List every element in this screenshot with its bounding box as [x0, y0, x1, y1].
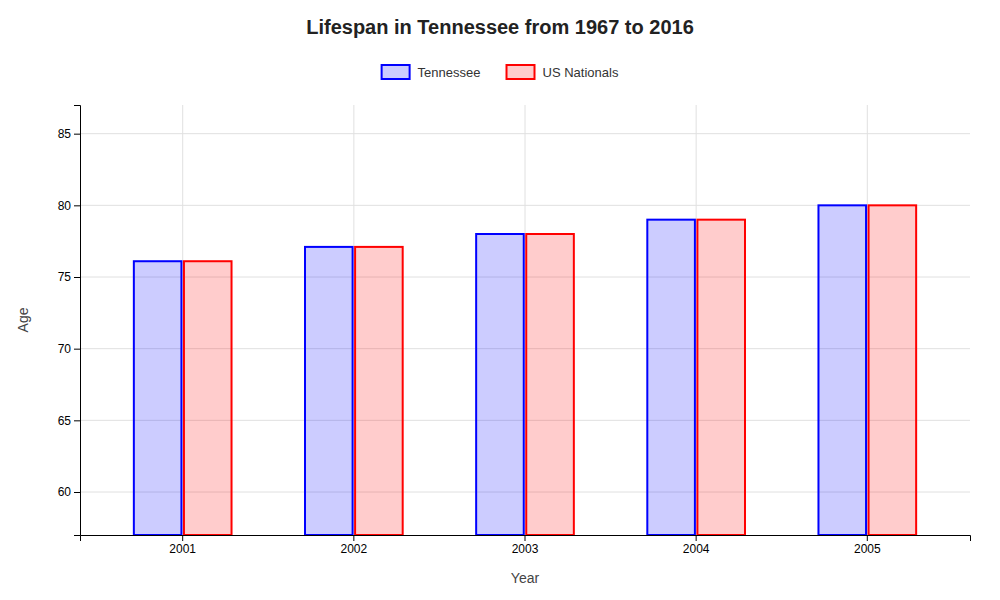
y-tick-label: 60: [58, 485, 72, 499]
grid: [80, 105, 970, 535]
y-tick: 75: [58, 270, 80, 284]
y-tick: 80: [58, 199, 80, 213]
y-tick-mark: [74, 134, 80, 135]
legend-label: Tennessee: [418, 65, 481, 80]
y-tick: 85: [58, 127, 80, 141]
legend-swatch: [507, 65, 535, 79]
y-tick-mark: [74, 420, 80, 421]
bar: [869, 205, 917, 535]
x-tick-mark: [353, 535, 354, 541]
bars: [134, 205, 916, 535]
x-tick-label: 2003: [512, 542, 539, 556]
x-tick-label: 2005: [854, 542, 881, 556]
x-tick: 2004: [683, 535, 710, 556]
y-tick: 70: [58, 342, 80, 356]
x-tick-label: 2004: [683, 542, 710, 556]
chart: 60 65 70 75 80 85 2001 2002 2003 2004 2005 Year Age L…: [0, 0, 1000, 600]
y-tick-label: 65: [58, 414, 72, 428]
bar: [697, 220, 745, 535]
legend-item: Tennessee: [382, 65, 481, 80]
y-tick: 60: [58, 485, 80, 499]
x-axis-title: Year: [511, 570, 540, 586]
y-axis: 60 65 70 75 80 85: [58, 106, 81, 536]
y-tick-mark: [74, 205, 80, 206]
bar: [355, 247, 403, 535]
y-tick-label: 80: [58, 199, 72, 213]
y-tick-label: 75: [58, 270, 72, 284]
bar-series: [184, 205, 916, 535]
x-tick-mark: [696, 535, 697, 541]
bar: [134, 261, 182, 535]
bar: [184, 261, 232, 535]
bar: [818, 205, 866, 535]
y-tick-mark: [74, 349, 80, 350]
y-tick-mark: [74, 492, 80, 493]
x-tick: 2003: [512, 535, 539, 556]
x-axis-line: [81, 536, 971, 542]
y-tick-mark: [74, 277, 80, 278]
legend-item: US Nationals: [507, 65, 619, 80]
x-tick-label: 2001: [169, 542, 196, 556]
x-tick: 2005: [854, 535, 881, 556]
x-tick-label: 2002: [340, 542, 367, 556]
x-tick-mark: [867, 535, 868, 541]
y-tick-label: 70: [58, 342, 72, 356]
legend-swatch: [382, 65, 410, 79]
legend-label: US Nationals: [543, 65, 619, 80]
bar: [305, 247, 353, 535]
bar: [526, 234, 574, 535]
plot-area: 60 65 70 75 80 85 2001 2002 2003 2004 2005 Year Age: [15, 105, 971, 586]
legend: Tennessee US Nationals: [382, 65, 619, 80]
x-tick-mark: [182, 535, 183, 541]
x-axis: 2001 2002 2003 2004 2005: [81, 535, 971, 556]
bar: [476, 234, 524, 535]
y-tick-label: 85: [58, 127, 72, 141]
y-tick: 65: [58, 414, 80, 428]
y-axis-title: Age: [15, 307, 31, 332]
x-tick-mark: [525, 535, 526, 541]
x-tick: 2001: [169, 535, 196, 556]
y-axis-line: [74, 106, 81, 536]
x-tick: 2002: [340, 535, 367, 556]
bar: [647, 220, 695, 535]
bar-series: [134, 205, 866, 535]
title: Lifespan in Tennessee from 1967 to 2016: [306, 16, 694, 38]
